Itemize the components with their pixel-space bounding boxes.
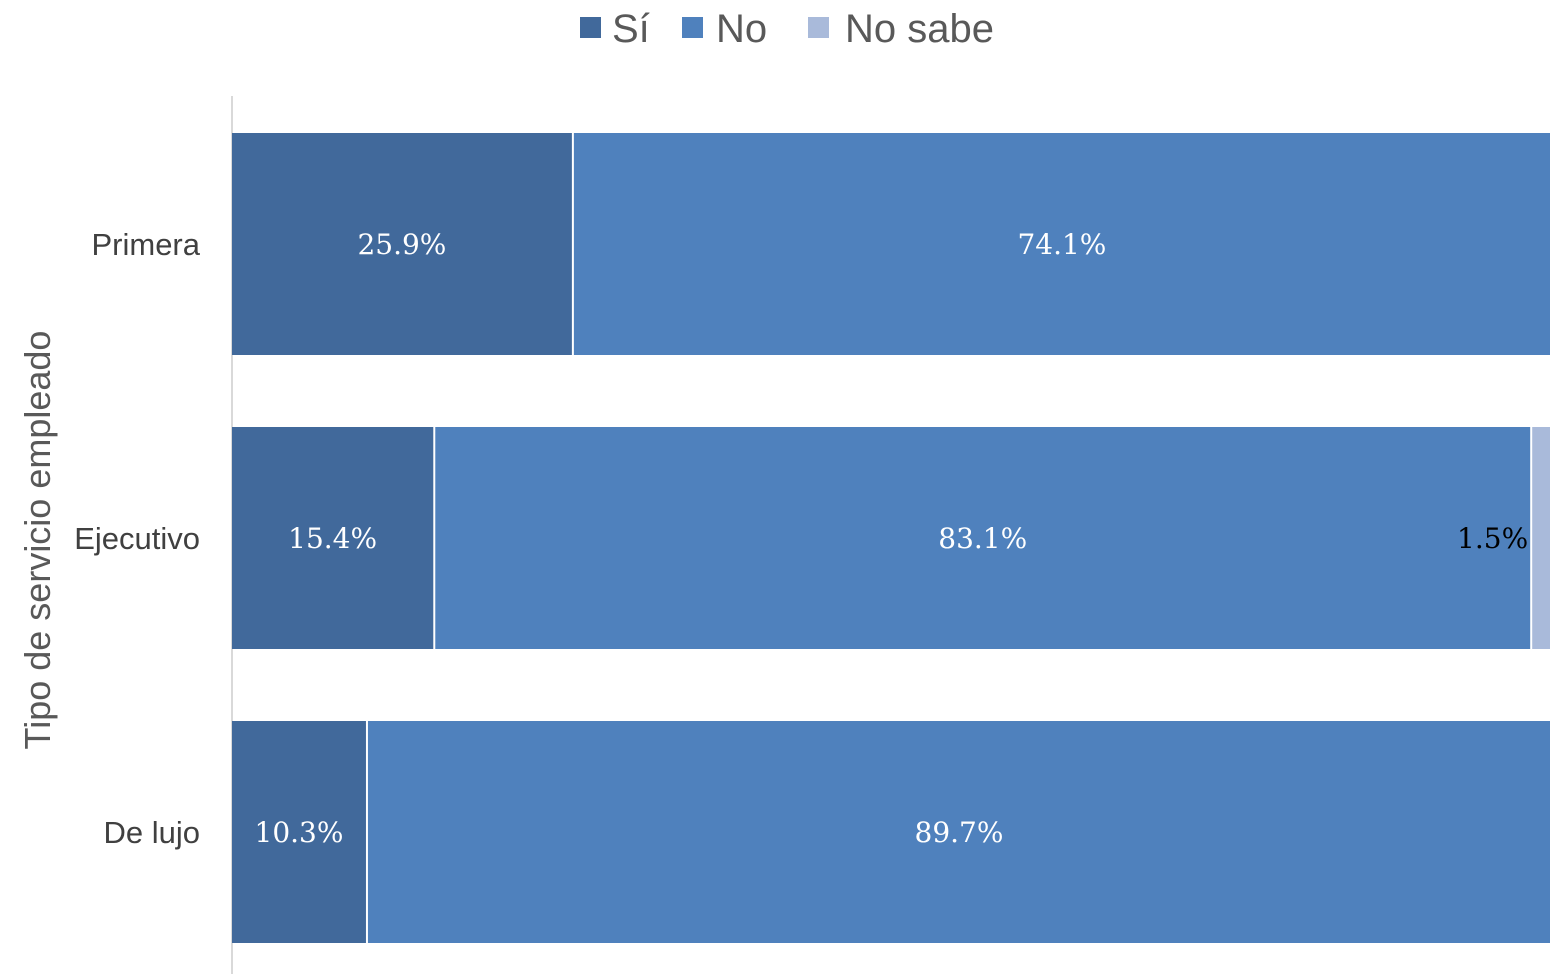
legend-swatch: [682, 17, 703, 38]
bar-segment: [435, 427, 1531, 649]
category-label: De lujo: [104, 815, 201, 850]
data-label: 89.7%: [915, 816, 1004, 849]
legend-swatch: [808, 17, 829, 38]
data-label: 74.1%: [1017, 228, 1106, 261]
category-label: Primera: [91, 227, 200, 262]
data-label: 1.5%: [1457, 522, 1528, 555]
bar-segment: [232, 721, 366, 943]
legend-swatch: [580, 17, 601, 38]
bar-segment: [367, 721, 1551, 943]
bar-segment: [232, 427, 434, 649]
legend-label: No sabe: [845, 7, 994, 51]
data-label: 83.1%: [938, 522, 1027, 555]
legend-label: Sí: [612, 7, 650, 51]
legend: Sí No No sabe: [580, 7, 994, 51]
category-labels: Primera Ejecutivo De lujo: [74, 227, 201, 850]
bar-segment: [232, 133, 572, 355]
legend-label: No: [716, 7, 767, 51]
data-label: 25.9%: [357, 228, 446, 261]
bar-segment: [1532, 427, 1550, 649]
category-label: Ejecutivo: [74, 521, 200, 556]
bars: 25.9% 74.1% 15.4% 83.1% 1.5% 10.3% 89.7%: [232, 133, 1551, 943]
data-label: 15.4%: [288, 522, 377, 555]
y-axis-title: Tipo de servicio empleado: [17, 331, 58, 750]
bar-segment: [573, 133, 1550, 355]
data-label: 10.3%: [255, 816, 344, 849]
